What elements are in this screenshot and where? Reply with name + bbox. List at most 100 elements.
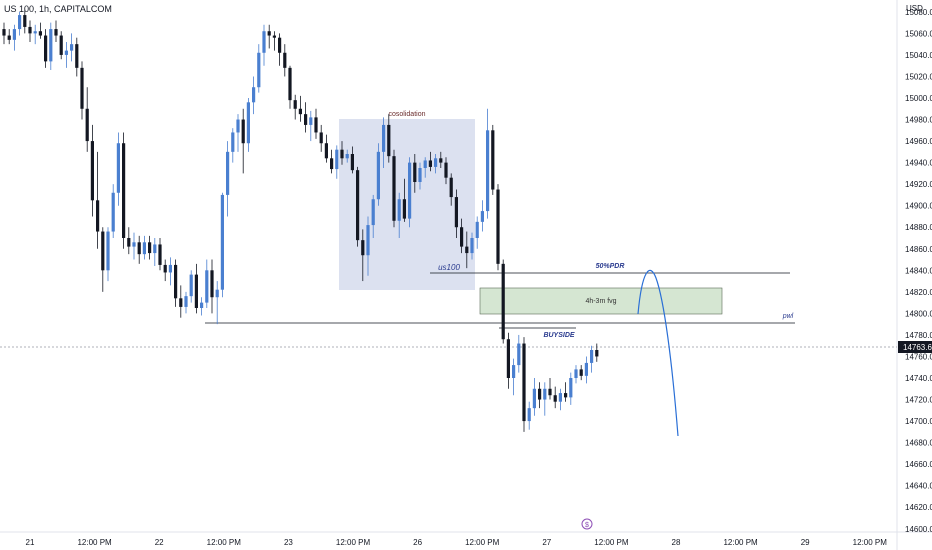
- candle-body[interactable]: [184, 296, 188, 307]
- candle-body[interactable]: [356, 170, 360, 241]
- candle-body[interactable]: [340, 149, 344, 159]
- candle-body[interactable]: [361, 240, 365, 256]
- candle-body[interactable]: [335, 149, 339, 170]
- time-axis[interactable]: 21 12:00 PM 22 12:00 PM 23 12:00 PM 26 12:00 PM…: [26, 538, 888, 547]
- candle-body[interactable]: [496, 189, 500, 264]
- candle-body[interactable]: [439, 158, 443, 163]
- candle-body[interactable]: [506, 339, 510, 378]
- candle-body[interactable]: [527, 408, 531, 422]
- candle-body[interactable]: [522, 343, 526, 422]
- candle-body[interactable]: [480, 211, 484, 222]
- candle-body[interactable]: [590, 350, 594, 363]
- candle-body[interactable]: [345, 154, 349, 159]
- candle-body[interactable]: [111, 192, 115, 232]
- candle-body[interactable]: [475, 221, 479, 238]
- candle-body[interactable]: [532, 388, 536, 409]
- candle-body[interactable]: [96, 200, 100, 232]
- candle-body[interactable]: [278, 37, 282, 53]
- candle-body[interactable]: [257, 52, 261, 88]
- candle-body[interactable]: [584, 362, 588, 376]
- projection-curve[interactable]: [637, 269, 679, 437]
- candle-body[interactable]: [470, 238, 474, 254]
- candle-body[interactable]: [371, 199, 375, 226]
- candle-body[interactable]: [231, 132, 235, 152]
- candle-body[interactable]: [558, 393, 562, 402]
- candle-body[interactable]: [252, 87, 256, 103]
- candle-body[interactable]: [538, 388, 542, 400]
- candle-body[interactable]: [293, 100, 297, 109]
- candle-body[interactable]: [80, 67, 84, 109]
- candle-body[interactable]: [163, 264, 167, 273]
- candle-body[interactable]: [548, 388, 552, 396]
- candle-body[interactable]: [28, 26, 32, 34]
- candle-body[interactable]: [132, 242, 136, 247]
- candle-body[interactable]: [64, 50, 68, 55]
- candle-body[interactable]: [148, 242, 152, 254]
- candle-body[interactable]: [220, 194, 224, 290]
- candle-body[interactable]: [7, 35, 11, 40]
- candle-body[interactable]: [574, 369, 578, 378]
- candle-body[interactable]: [418, 168, 422, 182]
- candle-body[interactable]: [376, 151, 380, 200]
- candle-body[interactable]: [465, 246, 469, 254]
- candle-body[interactable]: [116, 143, 120, 193]
- candle-body[interactable]: [106, 231, 110, 271]
- candle-body[interactable]: [454, 197, 458, 228]
- candle-body[interactable]: [553, 395, 557, 402]
- candle-body[interactable]: [298, 108, 302, 115]
- candle-body[interactable]: [236, 119, 240, 133]
- candle-body[interactable]: [460, 227, 464, 247]
- candle-body[interactable]: [194, 274, 198, 308]
- candle-body[interactable]: [304, 114, 308, 125]
- candle-body[interactable]: [408, 162, 412, 219]
- fvg-zone[interactable]: [479, 287, 723, 315]
- candle-body[interactable]: [101, 231, 105, 271]
- candle-body[interactable]: [142, 242, 146, 255]
- candle-body[interactable]: [423, 160, 427, 168]
- candle-body[interactable]: [267, 31, 271, 36]
- candle-body[interactable]: [158, 244, 162, 265]
- consolidation-zone[interactable]: [339, 119, 475, 290]
- candle-body[interactable]: [54, 29, 58, 36]
- candle-body[interactable]: [189, 274, 193, 297]
- candle-body[interactable]: [179, 298, 183, 307]
- candle-body[interactable]: [272, 35, 276, 38]
- candle-body[interactable]: [59, 35, 63, 55]
- candle-body[interactable]: [392, 156, 396, 221]
- candle-body[interactable]: [324, 143, 328, 159]
- candle-body[interactable]: [428, 160, 432, 167]
- candle-body[interactable]: [174, 264, 178, 299]
- candle-body[interactable]: [210, 270, 214, 298]
- candle-body[interactable]: [153, 244, 157, 254]
- candle-body[interactable]: [215, 289, 219, 298]
- candle-body[interactable]: [168, 264, 172, 273]
- candle-body[interactable]: [75, 44, 79, 68]
- candle-body[interactable]: [23, 15, 27, 27]
- candle-body[interactable]: [366, 225, 370, 256]
- candle-body[interactable]: [122, 143, 126, 238]
- candle-body[interactable]: [70, 44, 74, 51]
- candle-body[interactable]: [18, 15, 22, 30]
- candle-body[interactable]: [595, 350, 599, 357]
- candle-body[interactable]: [127, 238, 131, 247]
- candle-body[interactable]: [288, 67, 292, 101]
- candle-body[interactable]: [44, 35, 48, 62]
- candle-body[interactable]: [283, 52, 287, 68]
- candle-body[interactable]: [387, 124, 391, 157]
- candle-body[interactable]: [262, 31, 266, 53]
- candle-body[interactable]: [12, 29, 16, 40]
- candle-body[interactable]: [90, 141, 94, 201]
- candle-body[interactable]: [501, 263, 505, 340]
- candle-body[interactable]: [49, 29, 53, 62]
- candle-body[interactable]: [200, 302, 204, 308]
- dollar-icon[interactable]: [581, 518, 593, 530]
- candle-body[interactable]: [330, 158, 334, 170]
- candle-body[interactable]: [434, 158, 438, 167]
- candle-body[interactable]: [382, 124, 386, 152]
- candle-body[interactable]: [309, 117, 313, 125]
- candle-body[interactable]: [579, 369, 583, 376]
- candle-body[interactable]: [413, 162, 417, 182]
- candle-body[interactable]: [33, 31, 37, 34]
- candle-body[interactable]: [564, 393, 568, 398]
